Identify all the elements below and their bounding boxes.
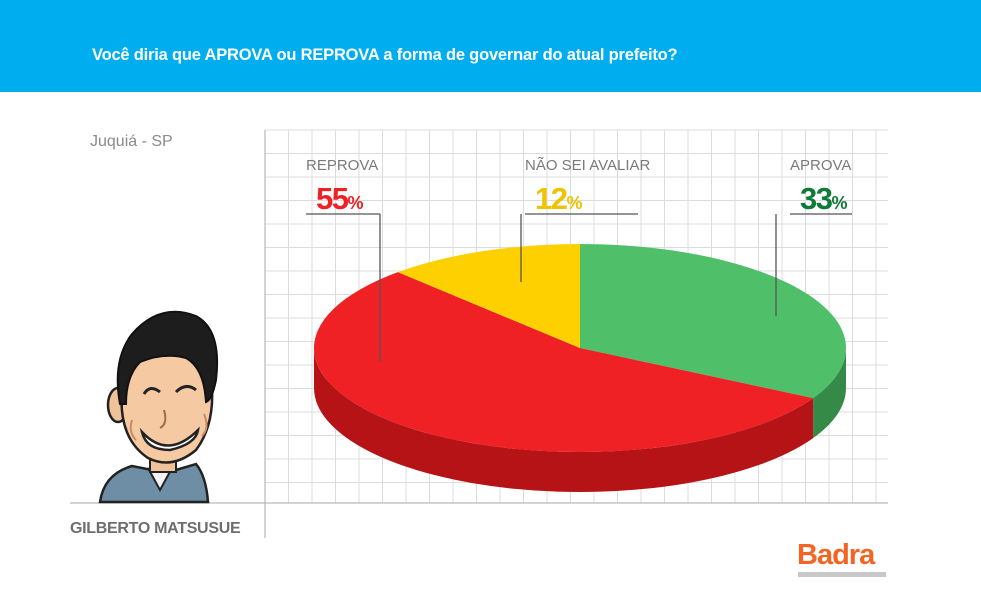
pie-labels: REPROVA 55% NÃO SEI AVALIAR 12% APROVA 33% [306,157,851,216]
survey-question: Você diria que APROVA ou REPROVA a forma… [92,46,678,64]
label-n-o-sei-avaliar: NÃO SEI AVALIAR [525,157,650,174]
brand-name: Badra [797,539,875,571]
pie-leader-lines [306,213,852,362]
pie-slice-aprova [580,244,846,399]
brand-underline [798,572,886,577]
person-name: GILBERTO MATSUSUE [70,520,241,537]
value-reprova: 55% [316,181,363,216]
value-n-o-sei-avaliar: 12% [535,181,582,216]
value-aprova: 33% [800,181,847,216]
pie-slice-reprova [314,272,814,452]
pie-slice-n-o-sei-avaliar [397,244,580,348]
region-label: Juquiá - SP [90,133,173,150]
pie-side-reprova [314,348,814,493]
pie-side-aprova [813,348,846,439]
pie-top-layer [314,244,846,452]
label-reprova: REPROVA [306,157,378,174]
header-bar: Você diria que APROVA ou REPROVA a forma… [0,0,981,92]
pie-side-layer [314,348,846,493]
brand-logo: Badra [797,539,889,579]
label-aprova: APROVA [790,157,851,174]
caricature-illustration [98,310,219,504]
